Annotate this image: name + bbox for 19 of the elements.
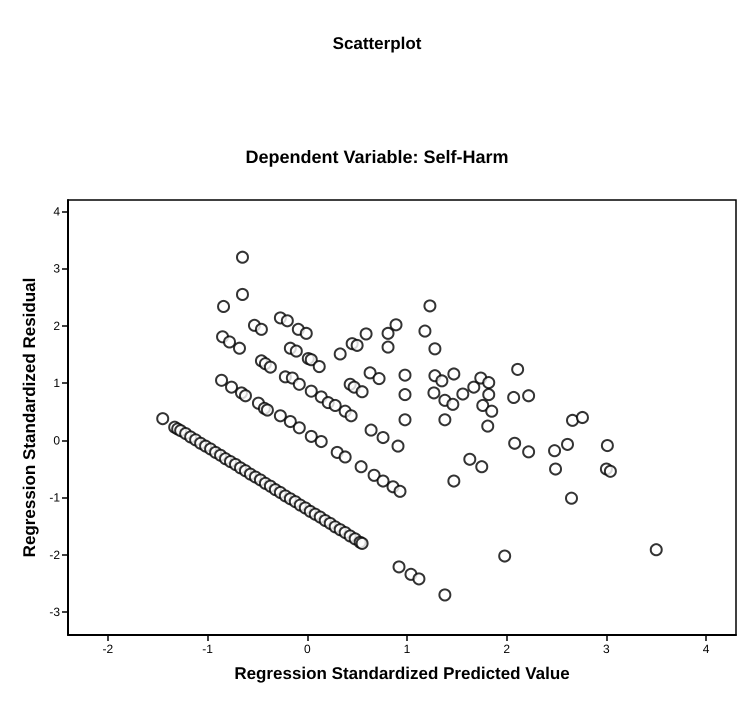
- x-tick-label: -2: [102, 642, 114, 656]
- y-tick-label: 3: [53, 262, 60, 276]
- x-tick-label: 3: [603, 642, 610, 656]
- x-axis-title: Regression Standardized Predicted Value: [234, 664, 570, 683]
- x-tick-label: 0: [304, 642, 311, 656]
- chart-subtitle: Dependent Variable: Self-Harm: [245, 147, 509, 167]
- y-axis-title: Regression Standardized Residual: [20, 278, 39, 558]
- y-tick-label: -2: [49, 548, 60, 562]
- x-tick-label: -1: [202, 642, 214, 656]
- y-tick-label: -3: [49, 605, 60, 620]
- y-tick-label: -1: [49, 490, 60, 505]
- x-tick-label: 1: [404, 642, 411, 656]
- y-tick-label: 2: [53, 318, 60, 333]
- y-tick-label: 4: [53, 204, 60, 218]
- y-tick-label: 1: [53, 376, 60, 390]
- y-tick-label: 0: [53, 433, 60, 448]
- chart-title: Scatterplot: [332, 34, 422, 53]
- x-tick-label: 4: [702, 642, 710, 656]
- x-tick-label: 2: [503, 642, 510, 656]
